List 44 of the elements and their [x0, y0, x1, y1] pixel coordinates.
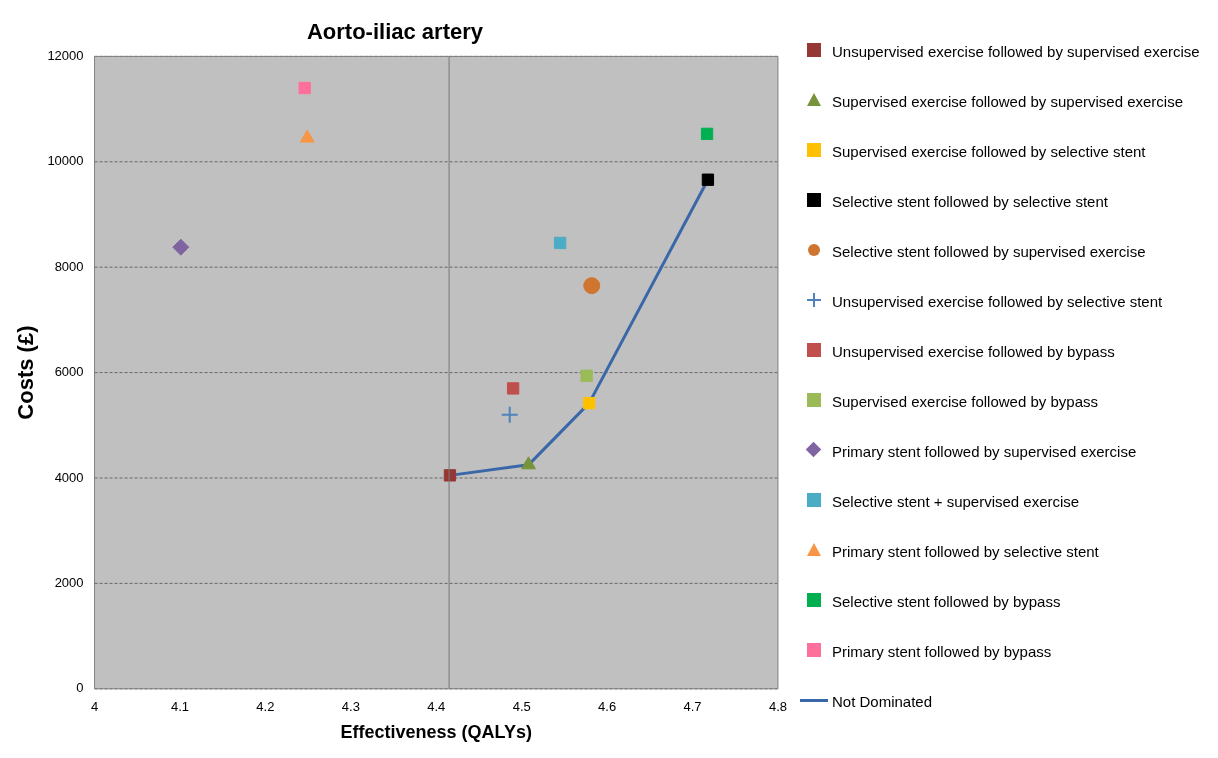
legend-label: Selective stent followed by supervised exercise: [832, 242, 1146, 262]
legend-label: Not Dominated: [832, 692, 933, 712]
y-tick-label: 2000: [54, 574, 84, 590]
x-tick-label: 4.5: [512, 699, 531, 715]
legend-label: Unsupervised exercise followed by bypass: [832, 342, 1115, 362]
point: [172, 238, 190, 256]
point: [583, 397, 596, 410]
x-tick-label: 4.4: [427, 699, 446, 715]
point: [506, 382, 520, 395]
point: [583, 277, 601, 295]
legend-label: Selective stent + supervised exercise: [832, 492, 1080, 512]
point: [553, 236, 567, 250]
legend-label: Primary stent followed by supervised exercise: [832, 442, 1137, 462]
point: [500, 405, 519, 424]
point: [298, 81, 311, 95]
point: [700, 127, 714, 141]
y-tick-label: 0: [76, 680, 84, 696]
y-tick-label: 12000: [47, 47, 84, 63]
legend-label: Unsupervised exercise followed by selective stent: [832, 292, 1163, 312]
legend-label: Supervised exercise followed by supervised exercise: [832, 92, 1184, 112]
point: [701, 173, 715, 186]
x-tick-label: 4.3: [341, 699, 360, 715]
point: [580, 369, 593, 382]
legend-label: Primary stent followed by selective stent: [832, 542, 1099, 562]
x-tick-label: 4.7: [683, 699, 702, 715]
legend-label: Primary stent followed by bypass: [832, 642, 1052, 662]
legend-label: Selective stent followed by bypass: [832, 592, 1061, 612]
legend-label: Supervised exercise followed by selective stent: [832, 142, 1146, 162]
x-axis-title: Effectiveness (QALYs): [340, 722, 532, 743]
x-tick-label: 4.6: [598, 699, 617, 715]
point: [521, 456, 536, 470]
y-tick-label: 4000: [54, 469, 84, 485]
x-tick-label: 4: [90, 699, 99, 715]
y-tick-label: 6000: [54, 364, 84, 380]
y-axis-title: Costs (£): [13, 325, 39, 420]
chart-title: Aorto-iliac artery: [306, 19, 484, 45]
x-tick-label: 4.1: [170, 699, 190, 715]
legend-label: Selective stent followed by selective stent: [832, 192, 1108, 212]
x-tick-label: 4.2: [256, 699, 275, 715]
x-tick-label: 4.8: [768, 699, 787, 715]
legend-label: Unsupervised exercise followed by supervised exercise: [832, 42, 1200, 62]
legend-label: Supervised exercise followed by bypass: [832, 392, 1098, 412]
y-tick-label: 10000: [47, 153, 84, 169]
y-tick-label: 8000: [54, 258, 84, 274]
